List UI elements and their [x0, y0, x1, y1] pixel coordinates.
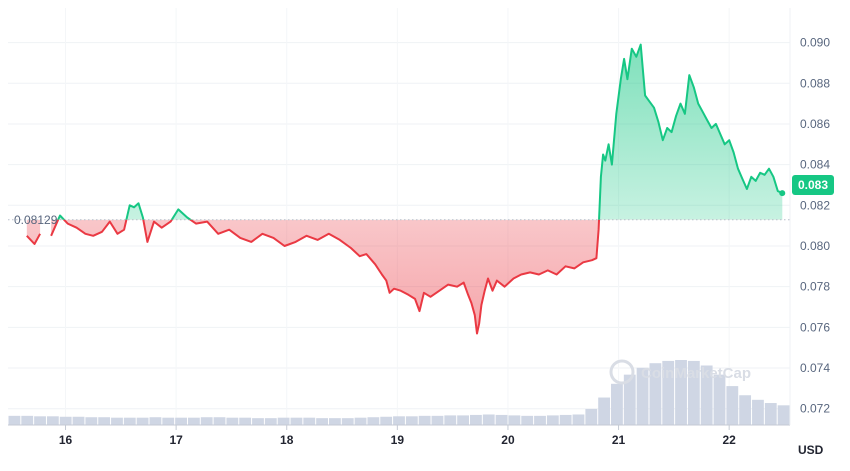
volume-bar [700, 365, 713, 425]
x-tick-label: 17 [169, 433, 183, 447]
volume-bar [752, 399, 764, 425]
volume-bar [239, 417, 252, 425]
volume-bar [470, 414, 482, 425]
current-price-label: 0.083 [798, 178, 828, 192]
area-fills [26, 44, 783, 334]
volume-bar [252, 418, 264, 425]
volume-bar [649, 363, 662, 425]
volume-bar [495, 414, 508, 425]
x-tick-label: 22 [722, 433, 736, 447]
volume-bar [713, 374, 726, 425]
watermark: CoinMarketCap [609, 359, 751, 385]
volume-bar [405, 416, 418, 425]
volume-bar [380, 416, 393, 425]
volume-bar [418, 415, 431, 425]
volume-bar [187, 417, 200, 425]
volume-bar [21, 415, 34, 425]
volume-bar [277, 417, 290, 425]
volume-bar [123, 417, 136, 425]
volume-bar [367, 417, 380, 425]
volume-bar [46, 416, 59, 425]
volume-bar [72, 416, 85, 425]
y-tick-label: 0.084 [800, 158, 830, 172]
x-tick-label: 16 [59, 433, 73, 447]
y-tick-label: 0.086 [800, 117, 830, 131]
area-fill-below [26, 219, 783, 334]
volume-bar [200, 417, 213, 425]
y-tick-label: 0.074 [800, 361, 830, 375]
volume-bar [34, 416, 46, 425]
y-tick-label: 0.072 [800, 402, 830, 416]
current-price-badge-bg [792, 174, 834, 195]
volume-bar [623, 374, 636, 425]
current-price-badge: 0.083 [792, 174, 834, 195]
last-price-dot [779, 190, 786, 197]
volume-bar [59, 416, 72, 425]
x-tick-label: 20 [501, 433, 515, 447]
y-tick-label: 0.088 [800, 76, 830, 90]
volume-bar [393, 416, 405, 425]
volume-bar [264, 418, 277, 425]
volume-bar [675, 360, 687, 425]
volume-bar [8, 415, 21, 425]
reference-label: 0.08129 [14, 213, 58, 227]
volume-bar [444, 415, 457, 425]
volume-bar [764, 403, 777, 425]
volume-bar [598, 397, 611, 425]
volume-bar [213, 417, 226, 425]
x-axis: 16 17 18 19 20 21 22 [8, 424, 790, 447]
volume-bar [175, 417, 187, 425]
volume-bar [303, 417, 316, 425]
volume-bar [316, 418, 328, 425]
volume-bar [508, 415, 521, 425]
y-tick-label: 0.078 [800, 280, 830, 294]
volume-bar [431, 415, 444, 425]
volume-bar [328, 418, 341, 425]
volume-bar [636, 367, 649, 425]
volume-bar [457, 415, 470, 425]
y-tick-label: 0.080 [800, 239, 830, 253]
volume-bar [546, 415, 559, 425]
volume-bar [111, 417, 123, 425]
volume-bar [136, 417, 149, 425]
price-line-above [57, 43, 783, 220]
currency-unit-label: USD [798, 443, 824, 457]
volume-bar [149, 417, 162, 425]
price-line [26, 43, 783, 335]
volume-bar [341, 418, 354, 425]
volume-bar [559, 414, 572, 425]
volume-bar [572, 414, 585, 425]
volume-bar [85, 417, 98, 425]
volume-bar [777, 405, 790, 425]
y-tick-label: 0.076 [800, 320, 830, 334]
volume-bars [8, 360, 790, 425]
y-axis: 0.072 0.074 0.076 0.078 0.080 0.082 0.084 0.086… [800, 36, 830, 416]
x-tick-label: 19 [391, 433, 405, 447]
volume-bar [226, 417, 239, 425]
volume-bar [739, 395, 752, 425]
y-tick-label: 0.082 [800, 198, 830, 212]
volume-bar [521, 415, 534, 425]
x-tick-label: 18 [280, 433, 294, 447]
volume-bar [98, 417, 111, 425]
volume-bar [687, 360, 700, 425]
watermark-text: CoinMarketCap [641, 365, 751, 382]
volume-bar [662, 360, 675, 425]
volume-bar [726, 386, 739, 425]
volume-bar [354, 417, 367, 425]
volume-bar [585, 408, 598, 425]
x-tick-label: 21 [612, 433, 626, 447]
volume-bar [611, 383, 623, 425]
y-tick-label: 0.090 [800, 36, 830, 50]
volume-bar [534, 415, 546, 425]
watermark-logo-icon [609, 359, 635, 385]
volume-bar [482, 414, 495, 425]
volume-bar [162, 417, 175, 425]
price-line-below [26, 219, 601, 335]
volume-bar [290, 417, 303, 425]
